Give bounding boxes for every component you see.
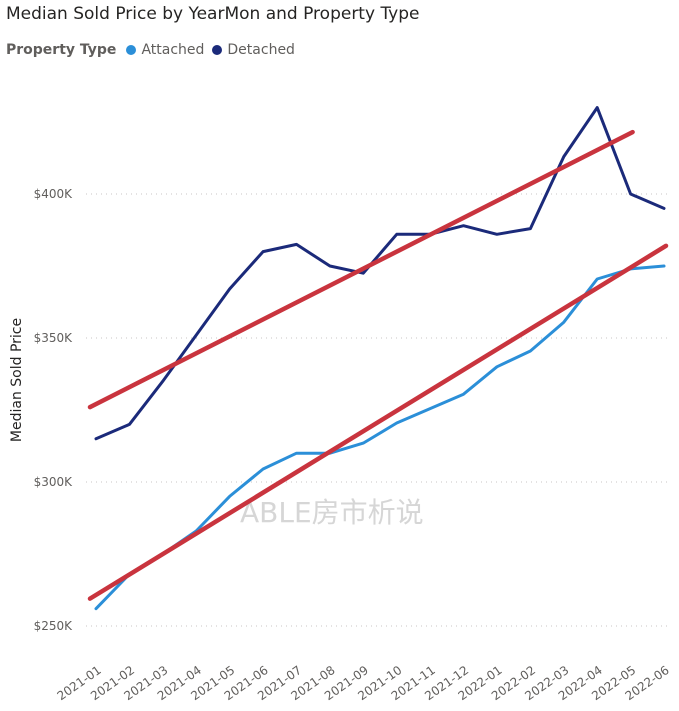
legend: Property Type Attached Detached <box>6 42 303 58</box>
watermark-text: ABLE房市析说 <box>240 496 424 529</box>
legend-label-detached: Detached <box>227 42 295 58</box>
gridlines <box>86 193 668 627</box>
y-tick-label: $250K <box>34 619 74 633</box>
y-tick-label: $300K <box>34 475 74 489</box>
y-axis-title: Median Sold Price <box>9 318 25 442</box>
series-line-detached <box>94 106 666 441</box>
legend-item-detached[interactable]: Detached <box>212 42 295 58</box>
x-axis-ticks: 2021-012021-022021-032021-042021-052021-… <box>55 663 672 703</box>
y-tick-label: $350K <box>34 331 74 345</box>
chart-title: Median Sold Price by YearMon and Propert… <box>6 4 420 24</box>
series-line-attached <box>94 264 666 611</box>
legend-label-attached: Attached <box>141 42 205 58</box>
trendline-detached <box>87 129 635 410</box>
legend-dot-detached <box>212 45 223 55</box>
legend-dot-attached <box>126 45 137 55</box>
legend-item-attached[interactable]: Attached <box>126 42 204 58</box>
legend-title: Property Type <box>6 42 117 58</box>
y-axis-ticks: $250K $300K $350K $400K <box>34 187 74 633</box>
y-tick-label: $400K <box>34 187 74 201</box>
trendlines <box>87 129 669 601</box>
trendline-attached <box>87 243 669 601</box>
series-lines <box>94 106 666 611</box>
